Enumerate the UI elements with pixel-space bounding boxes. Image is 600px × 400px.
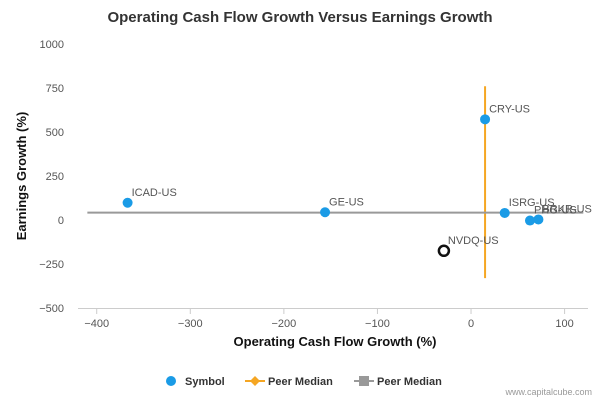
legend-peer-median-vertical-marker — [250, 376, 260, 386]
x-tick-label: −200 — [271, 318, 296, 330]
y-tick-label: 0 — [58, 215, 64, 227]
point-label-brkr-us: BRKR-US — [542, 203, 592, 215]
y-tick-label: 500 — [46, 127, 64, 139]
legend-symbol-marker — [166, 376, 176, 386]
point-brkr-us — [533, 214, 544, 225]
x-tick-label: −300 — [178, 318, 203, 330]
legend: Symbol Peer Median Peer Median — [166, 376, 442, 388]
point-isrg-us — [499, 207, 510, 218]
y-tick-label: 750 — [46, 83, 64, 95]
x-tick-label: 100 — [555, 318, 573, 330]
x-axis-ticks: −400 −300 −200 −100 0 100 — [84, 308, 574, 330]
point-nvdq-us — [437, 244, 451, 258]
y-axis-title: Earnings Growth (%) — [14, 112, 29, 241]
data-points — [122, 114, 544, 258]
point-label-cry-us: CRY-US — [489, 103, 530, 115]
legend-peer-median-horizontal-marker — [359, 376, 369, 386]
legend-symbol-label: Symbol — [185, 376, 225, 388]
point-label-phg-us: PHG-US — [534, 205, 577, 217]
point-phg-us — [524, 215, 535, 226]
x-axis-title: Operating Cash Flow Growth (%) — [234, 334, 437, 349]
y-axis-ticks: −500 −250 0 250 500 750 1000 — [39, 39, 64, 315]
legend-peer-median-vertical-label: Peer Median — [268, 376, 333, 388]
legend-peer-median-horizontal-label: Peer Median — [377, 376, 442, 388]
y-tick-label: −250 — [39, 259, 64, 271]
y-tick-label: −500 — [39, 303, 64, 315]
x-tick-label: −400 — [84, 318, 109, 330]
credit-text: www.capitalcube.com — [504, 387, 592, 397]
point-label-nvdq-us: NVDQ-US — [448, 235, 499, 247]
point-icad-us — [122, 197, 133, 208]
point-ge-us — [320, 207, 331, 218]
point-label-ge-us: GE-US — [329, 196, 364, 208]
point-label-icad-us: ICAD-US — [132, 187, 177, 199]
x-tick-label: 0 — [468, 318, 474, 330]
point-cry-us — [480, 114, 491, 125]
y-tick-label: 250 — [46, 171, 64, 183]
x-tick-label: −100 — [365, 318, 390, 330]
y-tick-label: 1000 — [40, 39, 64, 51]
point-label-isrg-us: ISRG-US — [509, 197, 555, 209]
chart-title: Operating Cash Flow Growth Versus Earnin… — [107, 9, 492, 26]
